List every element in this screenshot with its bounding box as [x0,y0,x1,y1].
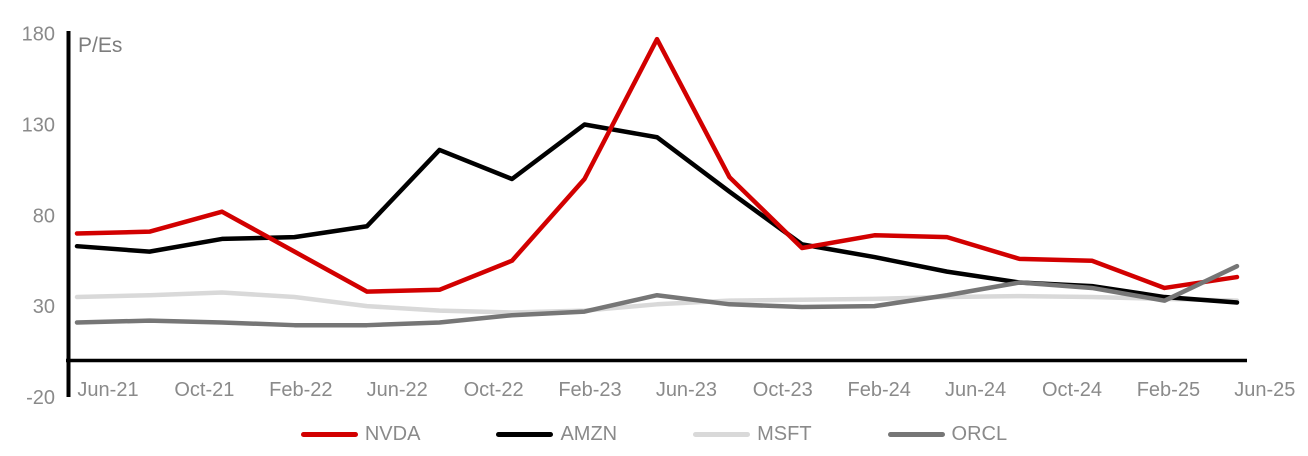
y-axis-title: P/Es [78,34,122,57]
series-line-orcl [74,263,1240,328]
legend-label-orcl: ORCL [951,423,1008,445]
legend-line-swatch-amzn [496,431,554,437]
series-line-msft [74,290,1240,315]
x-tick-label: Feb-25 [1137,379,1200,401]
x-tick-label: Oct-21 [174,379,234,401]
x-tick-label: Oct-23 [753,379,813,401]
legend: NVDA AMZN MSFT ORCL [0,421,1308,447]
x-tick-label: Feb-24 [848,379,911,401]
legend-item-orcl: ORCL [887,423,1008,445]
series-line-amzn [74,122,1240,305]
legend-label-msft: MSFT [757,423,812,445]
x-tick-label: Oct-22 [464,379,524,401]
x-tick-label: Jun-22 [367,379,428,401]
legend-item-nvda: NVDA [300,423,421,445]
legend-line-swatch-nvda [300,431,358,437]
x-tick-label: Jun-23 [656,379,717,401]
x-tick-label: Jun-24 [945,379,1006,401]
x-tick-label: Feb-22 [269,379,332,401]
y-tick-label: 130 [22,115,55,137]
legend-line-swatch-orcl [887,431,945,437]
y-tick-label: 30 [33,296,55,318]
x-tick-label: Oct-24 [1042,379,1102,401]
x-tick-label: Jun-21 [77,379,138,401]
legend-label-amzn: AMZN [560,423,618,445]
legend-label-nvda: NVDA [364,423,421,445]
legend-item-amzn: AMZN [496,424,617,444]
legend-line-swatch-msft [693,431,751,437]
series-line-nvda [74,36,1240,294]
y-tick-label: 180 [22,24,55,46]
x-tick-label: Jun-25 [1234,379,1295,401]
y-tick-label: 80 [33,205,55,227]
x-tick-label: Feb-23 [558,379,621,401]
legend-item-msft: MSFT [693,423,812,445]
y-tick-label: -20 [26,387,55,409]
